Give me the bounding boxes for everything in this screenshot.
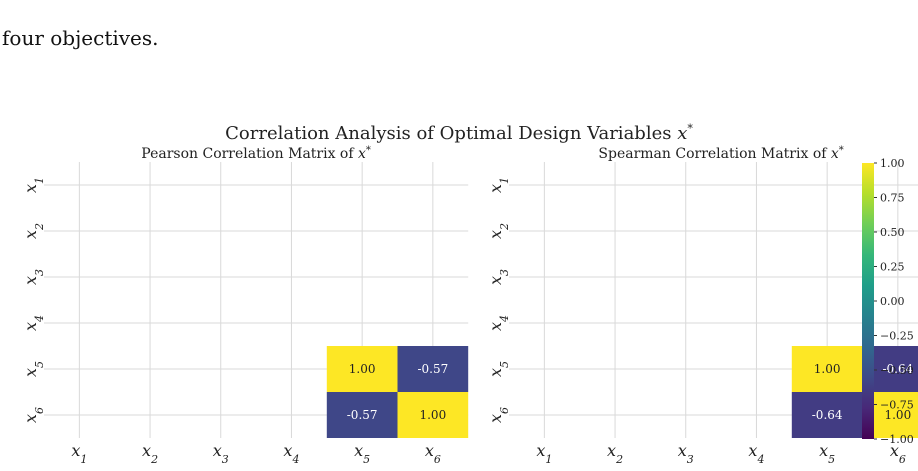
spearman-xtick-x4: x4 xyxy=(748,441,764,466)
pearson-xtick-x5: x5 xyxy=(354,441,370,466)
pearson-xtick-x3: x3 xyxy=(213,441,229,466)
colorbar-tick-label-2: 0.50 xyxy=(880,226,905,239)
colorbar-tick-label-5: −0.25 xyxy=(880,330,914,343)
pearson-cell-x5-x6 xyxy=(397,346,469,392)
colorbar-tick-label-7: −0.75 xyxy=(880,399,914,412)
pearson-cell-label-x5-x5: 1.00 xyxy=(349,362,376,376)
pearson-cell-label-x6-x5: -0.57 xyxy=(347,408,378,422)
colorbar-tick-label-4: 0.00 xyxy=(880,295,905,308)
pearson-ytick-x5: x5 xyxy=(21,361,46,377)
spearman-ytick-x5: x5 xyxy=(486,361,511,377)
pearson-cell-x6-x5 xyxy=(326,392,398,438)
spearman-ytick-x1: x1 xyxy=(486,177,511,193)
spearman-cell-label-x5-x5: 1.00 xyxy=(814,362,841,376)
pearson-xtick-x1: x1 xyxy=(71,441,87,466)
pearson-ytick-x3: x3 xyxy=(21,269,46,285)
spearman-cell-x5-x5 xyxy=(791,346,863,392)
colorbar xyxy=(862,163,874,439)
spearman-xtick-x6: x6 xyxy=(890,441,906,466)
colorbar-tick-label-0: 1.00 xyxy=(880,157,905,170)
pearson-cell-x6-x6 xyxy=(397,392,469,438)
pearson-xtick-x6: x6 xyxy=(425,441,441,466)
spearman-panel-title: Spearman Correlation Matrix of x* xyxy=(598,145,843,163)
colorbar-tick-label-6: −0.50 xyxy=(880,364,914,377)
figure-title: Correlation Analysis of Optimal Design V… xyxy=(225,122,693,144)
pearson-cell-x5-x5 xyxy=(326,346,398,392)
spearman-cell-label-x5-x6: -0.64 xyxy=(882,362,913,376)
spearman-xtick-x5: x5 xyxy=(819,441,835,466)
spearman-ytick-x3: x3 xyxy=(486,269,511,285)
colorbar-tick-label-3: 0.25 xyxy=(880,261,905,274)
spearman-ytick-x2: x2 xyxy=(486,223,511,239)
pearson-ytick-x4: x4 xyxy=(21,315,46,331)
pearson-xtick-x2: x2 xyxy=(142,441,158,466)
caption-text: four objectives. xyxy=(2,26,159,50)
pearson-cell-label-x5-x6: -0.57 xyxy=(417,362,448,376)
pearson-xtick-x4: x4 xyxy=(283,441,299,466)
spearman-cell-label-x6-x5: -0.64 xyxy=(812,408,843,422)
spearman-cell-x6-x5 xyxy=(791,392,863,438)
colorbar-tick-label-1: 0.75 xyxy=(880,192,905,205)
spearman-xtick-x1: x1 xyxy=(536,441,552,466)
spearman-ytick-x6: x6 xyxy=(486,407,511,423)
pearson-ytick-x1: x1 xyxy=(21,177,46,193)
pearson-cell-label-x6-x6: 1.00 xyxy=(419,408,446,422)
pearson-panel-title: Pearson Correlation Matrix of x* xyxy=(141,145,371,163)
spearman-cell-label-x6-x6: 1.00 xyxy=(884,408,911,422)
spearman-ytick-x4: x4 xyxy=(486,315,511,331)
spearman-xtick-x2: x2 xyxy=(607,441,623,466)
colorbar-tick-label-8: −1.00 xyxy=(880,433,914,446)
pearson-ytick-x2: x2 xyxy=(21,223,46,239)
spearman-xtick-x3: x3 xyxy=(678,441,694,466)
pearson-ytick-x6: x6 xyxy=(21,407,46,423)
